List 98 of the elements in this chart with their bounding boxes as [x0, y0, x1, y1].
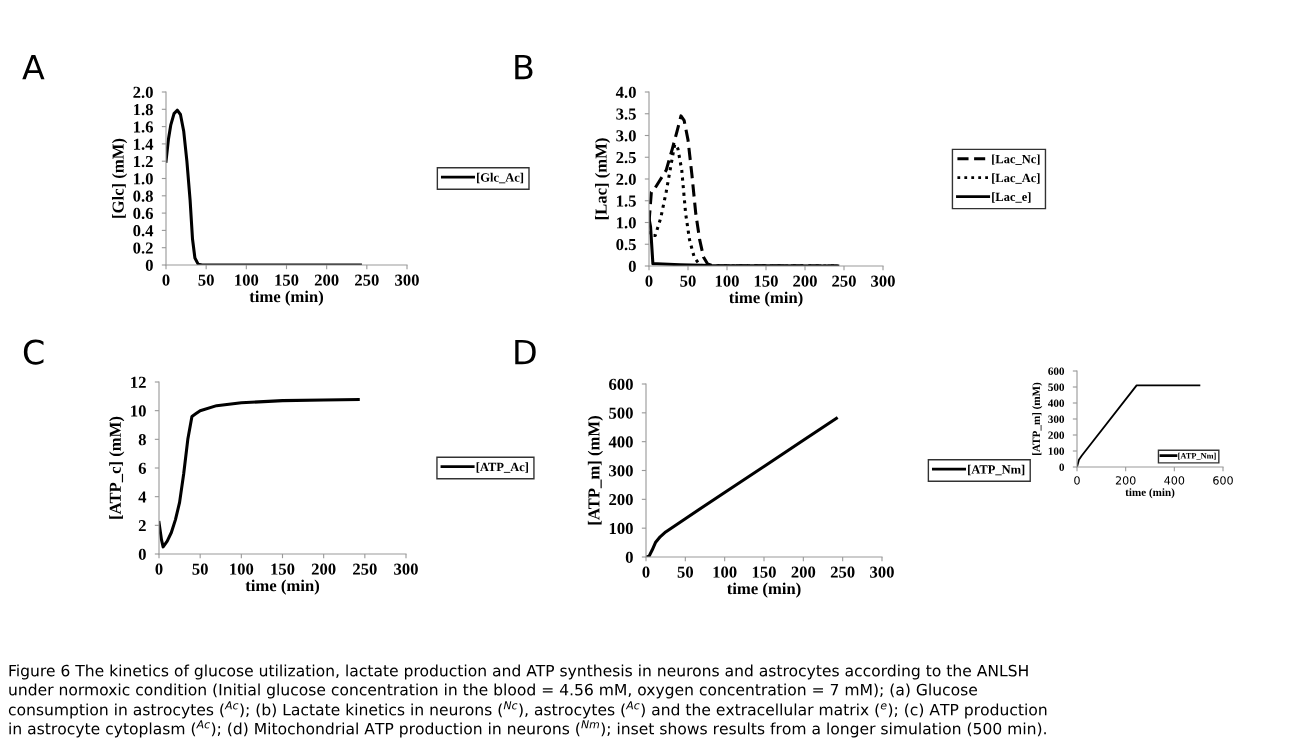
y-tick-label: 0	[138, 548, 146, 560]
y-tick-label: 500	[609, 407, 633, 419]
y-tick-label: 100	[609, 522, 633, 535]
x-tick-label: 250	[355, 274, 379, 286]
legend-label: [ATP_Nm]	[968, 464, 1025, 476]
x-tick-label: 0	[642, 566, 650, 578]
x-tick-label: 300	[395, 274, 419, 286]
x-axis-title: time (min)	[245, 579, 320, 595]
y-axis-title: [Glc] (mM)	[112, 138, 128, 218]
x-tick-label: 50	[192, 563, 208, 575]
x-tick-label: 250	[830, 566, 855, 578]
legend-label: [Lac_Ac]	[992, 173, 1040, 184]
y-tick-label: 400	[608, 436, 633, 448]
y-tick-label: 1.0	[617, 217, 636, 229]
x-tick-label: 100	[713, 566, 737, 578]
x-tick-label: 100	[715, 275, 739, 287]
text: consumption in astrocytes ($^{Ac}$); (b) Lactate kinetics in neurons ($^{Nc}$), astrocytes ($^{Ac}$) and the extracellular matrix ($^{e}$); (c) ATP production	[8, 701, 1047, 719]
y-tick-label: 1.2	[134, 155, 153, 168]
x-tick-label: 150	[275, 274, 299, 286]
y-tick-label: 1.8	[134, 104, 153, 116]
y-tick-label: 2.0	[616, 173, 636, 186]
x-tick-label: 250	[353, 563, 377, 575]
chart-title: D	[515, 339, 536, 365]
y-tick-label: 600	[1048, 367, 1065, 375]
y-tick-label: 3.5	[616, 108, 636, 120]
x-axis-title: time (min)	[249, 290, 324, 306]
legend-label: [Lac_Nc]	[992, 154, 1040, 165]
x-tick-label: 200	[311, 563, 336, 575]
y-tick-label: 300	[1048, 415, 1065, 423]
y-tick-label: 2	[138, 520, 146, 532]
x-tick-label: 300	[870, 566, 894, 578]
legend-label: [Glc_Ac]	[477, 172, 524, 184]
x-tick-label: 150	[754, 275, 778, 287]
y-tick-label: 2.5	[616, 152, 636, 164]
y-tick-label: 12	[131, 376, 146, 388]
y-tick-label: 300	[609, 465, 633, 477]
legend-label: [Lac_e]	[992, 192, 1031, 203]
y-tick-label: 8	[138, 434, 146, 446]
x-tick-label: 600	[1213, 476, 1233, 485]
y-axis-title: [ATP_m] (mM)	[1032, 382, 1043, 455]
y-tick-label: 0	[145, 259, 153, 271]
x-tick-label: 100	[235, 274, 259, 286]
y-tick-label: 0	[628, 260, 636, 272]
y-tick-label: 10	[131, 405, 146, 417]
y-tick-label: 4.0	[615, 86, 636, 99]
chart-title: A	[22, 54, 45, 80]
x-tick-label: 200	[791, 566, 816, 578]
x-tick-label: 250	[832, 275, 856, 287]
y-tick-label: 0.5	[616, 238, 636, 251]
legend-label: [ATP_Ac]	[476, 462, 528, 473]
y-tick-label: 0.6	[133, 207, 154, 220]
x-tick-label: 200	[793, 275, 817, 287]
y-tick-label: 0.2	[133, 242, 153, 254]
text: in astrocyte cytoplasm ($^{Ac}$); (d) Mitochondrial ATP production in neurons ($^{Nm}$); inset shows results from a longer simulation (500 min).	[9, 720, 1046, 738]
y-tick-label: 100	[1048, 447, 1065, 455]
x-tick-label: 300	[394, 563, 418, 575]
y-axis-title: [Lac] (mM)	[595, 138, 611, 220]
y-tick-label: 2.0	[133, 86, 153, 99]
y-tick-label: 400	[1047, 399, 1065, 407]
y-tick-label: 1.4	[134, 138, 154, 150]
y-tick-label: 0.4	[133, 225, 154, 237]
x-tick-label: 200	[1115, 476, 1136, 485]
y-tick-label: 1.6	[134, 121, 154, 133]
y-tick-label: 0.8	[133, 190, 153, 202]
x-tick-label: 100	[230, 563, 254, 575]
x-tick-label: 150	[752, 566, 776, 578]
y-tick-label: 0	[1059, 463, 1065, 471]
x-axis-title: time (min)	[727, 582, 801, 598]
y-tick-label: 600	[609, 378, 633, 390]
y-tick-label: 200	[1048, 431, 1065, 439]
x-tick-label: 0	[645, 275, 653, 287]
y-tick-label: 6	[138, 462, 147, 474]
y-tick-label: 200	[609, 494, 633, 506]
x-tick-label: 50	[680, 275, 696, 287]
chart-title: C	[23, 339, 44, 365]
y-tick-label: 1.5	[617, 195, 636, 207]
y-tick-label: 3.0	[616, 130, 636, 142]
x-tick-label: 0	[155, 563, 163, 575]
y-tick-label: 4	[138, 491, 147, 503]
x-axis-title: time (min)	[729, 291, 803, 307]
x-tick-label: 150	[271, 563, 295, 575]
x-tick-label: 50	[198, 274, 214, 286]
caption: Figure 6 The kinetics of glucose utilization, lactate production and ATP synthesis in neurons and astrocytes according to the ANLSH	[9, 664, 1028, 680]
y-tick-label: 0	[625, 551, 633, 563]
x-axis-title: time (min)	[1125, 488, 1175, 499]
y-tick-label: 500	[1048, 383, 1065, 391]
x-tick-label: 0	[162, 274, 170, 286]
x-tick-label: 300	[871, 275, 895, 287]
y-tick-label: 1.0	[134, 173, 153, 185]
y-axis-title: [ATP_m] (mM)	[587, 416, 603, 525]
x-tick-label: 0	[1074, 476, 1080, 485]
chart-title: B	[515, 54, 533, 80]
x-tick-label: 50	[677, 566, 694, 578]
legend-label: [ATP_Nm]	[1178, 452, 1216, 460]
x-tick-label: 200	[314, 274, 339, 286]
y-axis-title: [ATP_c] (mM)	[109, 416, 125, 519]
text: under normoxic condition (Initial glucose concentration in the blood = 4.56 mM, oxygen concentration = 7 mM); (a) Glucose	[9, 683, 978, 699]
x-tick-label: 400	[1164, 476, 1185, 485]
